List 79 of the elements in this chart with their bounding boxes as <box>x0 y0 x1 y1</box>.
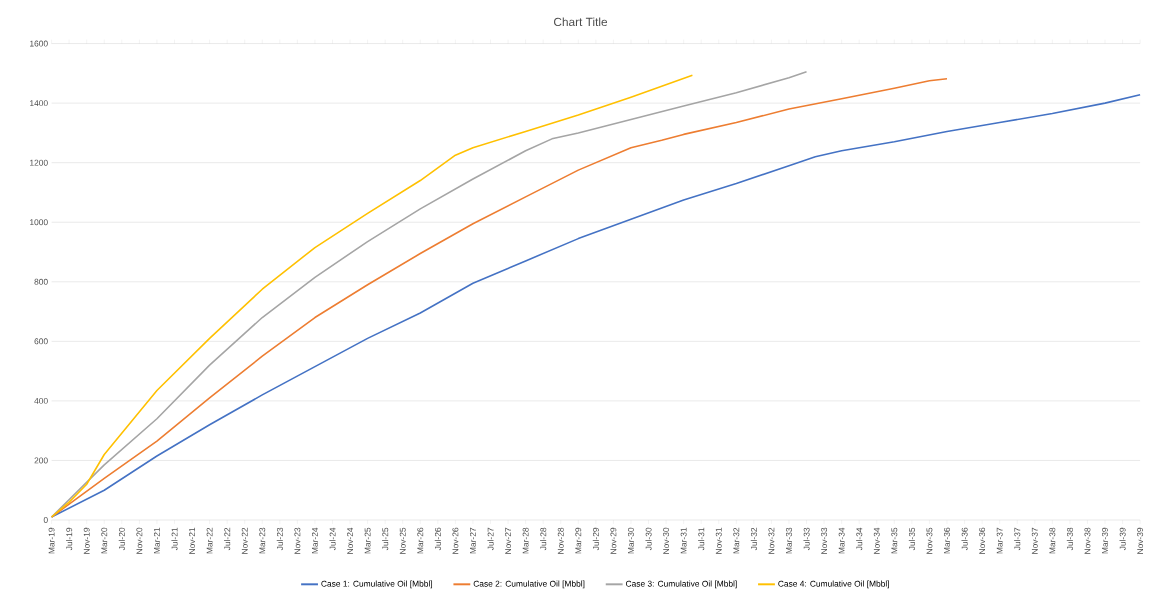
x-tick-label: Jul-25 <box>382 527 389 551</box>
line-series <box>50 77 948 518</box>
legend-label: Case 3: Cumulative Oil [Mbbl] <box>625 580 737 589</box>
x-tick-label: Mar-20 <box>101 527 108 554</box>
x-tick-label: Nov-32 <box>768 527 775 554</box>
x-tick-label: Nov-31 <box>715 527 722 554</box>
x-tick-label: Nov-33 <box>821 527 828 554</box>
y-tick-label: 1000 <box>30 219 48 226</box>
y-tick-label: 1400 <box>30 100 48 107</box>
x-tick-label: Mar-36 <box>944 527 950 554</box>
x-tick-label: Jul-28 <box>540 527 547 551</box>
x-tick-label: Jul-37 <box>1014 527 1021 551</box>
x-tick-label: Mar-32 <box>733 527 740 554</box>
x-tick-label: Mar-21 <box>153 527 160 554</box>
x-tick-label: Mar-25 <box>364 527 371 554</box>
y-tick-label: 800 <box>34 278 48 285</box>
x-tick-label: Mar-33 <box>786 527 792 554</box>
x-tick-label: Nov-35 <box>926 527 933 554</box>
x-tick-label: Nov-26 <box>452 527 459 554</box>
legend-label: Case 2: Cumulative Oil [Mbbl] <box>473 580 585 589</box>
x-tick-label: Jul-38 <box>1066 527 1073 551</box>
x-tick-label: Mar-28 <box>522 527 529 554</box>
legend-label: Case 4: Cumulative Oil [Mbbl] <box>778 580 889 589</box>
x-tick-label: Nov-39 <box>1137 527 1144 554</box>
x-tick-label: Nov-30 <box>663 527 670 554</box>
x-tick-label: Mar-23 <box>259 527 266 554</box>
x-tick-label: Jul-24 <box>329 527 336 551</box>
x-tick-label: Mar-31 <box>680 527 687 554</box>
x-tick-label: Nov-28 <box>557 527 564 554</box>
x-tick-label: Mar-39 <box>1102 527 1108 554</box>
x-tick-label: Nov-25 <box>399 527 406 554</box>
x-tick-label: Jul-34 <box>856 527 863 551</box>
x-tick-label: Jul-20 <box>118 527 125 551</box>
x-tick-label: Nov-38 <box>1084 527 1091 554</box>
legend-label: Case 1: Cumulative Oil [Mbbl] <box>321 580 433 589</box>
y-tick-label: 600 <box>34 338 48 345</box>
x-tick-label: Mar-27 <box>469 527 476 554</box>
x-tick-label: Mar-22 <box>206 527 213 554</box>
y-tick-label: 400 <box>34 397 48 404</box>
x-tick-label: Jul-26 <box>434 527 441 551</box>
x-tick-label: Nov-21 <box>189 527 195 554</box>
x-tick-label: Mar-24 <box>311 527 318 554</box>
x-tick-label: Mar-38 <box>1049 527 1056 554</box>
x-tick-label: Mar-34 <box>838 527 845 554</box>
x-tick-label: Jul-32 <box>750 527 757 551</box>
x-tick-label: Nov-29 <box>610 527 617 554</box>
x-tick-label: Jul-27 <box>487 527 494 551</box>
chart-title: Chart Title <box>554 17 608 27</box>
x-tick-label: Nov-20 <box>136 527 143 554</box>
x-tick-label: Mar-19 <box>48 527 55 554</box>
x-tick-label: Nov-22 <box>241 527 248 554</box>
y-tick-label: 1200 <box>30 159 48 166</box>
x-tick-label: Nov-34 <box>873 527 880 554</box>
x-tick-label: Nov-24 <box>347 527 354 554</box>
x-tick-label: Nov-36 <box>979 527 986 554</box>
x-tick-label: Nov-27 <box>505 527 512 554</box>
line-series <box>50 74 694 518</box>
x-tick-label: Nov-23 <box>294 527 301 554</box>
x-tick-label: Jul-39 <box>1119 527 1126 551</box>
x-tick-label: Mar-30 <box>628 527 634 554</box>
x-tick-label: Jul-22 <box>224 527 231 551</box>
x-tick-label: Mar-26 <box>417 527 424 554</box>
x-tick-label: Jul-33 <box>803 527 810 551</box>
x-tick-label: Jul-35 <box>908 527 915 551</box>
x-tick-label: Nov-37 <box>1031 527 1038 554</box>
x-tick-label: Jul-21 <box>171 527 178 551</box>
x-tick-label: Jul-31 <box>698 527 705 551</box>
x-tick-label: Jul-19 <box>66 527 73 551</box>
y-tick-label: 200 <box>34 457 48 464</box>
x-tick-label: Mar-35 <box>891 527 898 554</box>
x-tick-label: Jul-30 <box>645 527 652 551</box>
y-tick-label: 0 <box>43 517 48 523</box>
x-tick-label: Nov-19 <box>83 527 90 554</box>
y-tick-label: 1600 <box>30 40 48 47</box>
x-tick-label: Mar-37 <box>996 527 1003 554</box>
x-tick-label: Mar-29 <box>575 527 582 554</box>
x-tick-label: Jul-29 <box>592 527 599 551</box>
x-tick-label: Jul-23 <box>276 527 283 551</box>
x-tick-label: Jul-36 <box>961 527 968 551</box>
